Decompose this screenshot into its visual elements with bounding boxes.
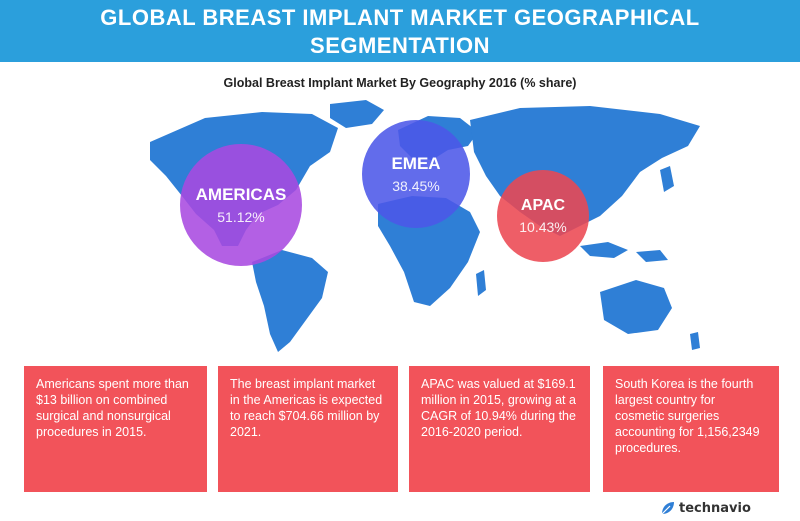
page-title-line2: SEGMENTATION — [310, 33, 490, 58]
bubble-value-apac: 10.43% — [519, 219, 567, 235]
island-madagascar — [476, 270, 486, 296]
technavio-logo-text: technavio — [679, 500, 751, 516]
technavio-leaf-icon — [661, 502, 674, 515]
continent-greenland — [330, 100, 384, 128]
islands-southeast-asia — [580, 242, 628, 258]
bubble-value-emea: 38.45% — [392, 178, 440, 194]
continent-australia — [600, 280, 672, 334]
continent-south-america — [252, 250, 328, 352]
bubble-label-americas: AMERICAS — [195, 185, 287, 204]
technavio-logo: technavio — [660, 498, 751, 518]
info-box-south-korea: South Korea is the fourth largest countr… — [603, 366, 779, 492]
bubble-label-apac: APAC — [520, 197, 566, 214]
info-box-americas-spending: Americans spent more than $13 billion on… — [24, 366, 207, 492]
bubble-emea: EMEA 38.45% — [362, 120, 470, 228]
island-japan — [660, 166, 674, 192]
bubble-americas: AMERICAS 51.12% — [180, 144, 302, 266]
title-banner: GLOBAL BREAST IMPLANT MARKET GEOGRAPHICA… — [0, 0, 800, 62]
island-new-guinea — [636, 250, 668, 262]
info-box-apac-value: APAC was valued at $169.1 million in 201… — [409, 366, 590, 492]
info-box-americas-forecast: The breast implant market in the America… — [218, 366, 398, 492]
bubble-label-emea: EMEA — [391, 154, 441, 173]
bubble-apac: APAC 10.43% — [497, 170, 589, 262]
page-title-line1: GLOBAL BREAST IMPLANT MARKET GEOGRAPHICA… — [100, 5, 700, 30]
chart-title: Global Breast Implant Market By Geograph… — [223, 76, 577, 90]
island-new-zealand — [690, 332, 700, 350]
bubble-value-americas: 51.12% — [217, 209, 265, 225]
